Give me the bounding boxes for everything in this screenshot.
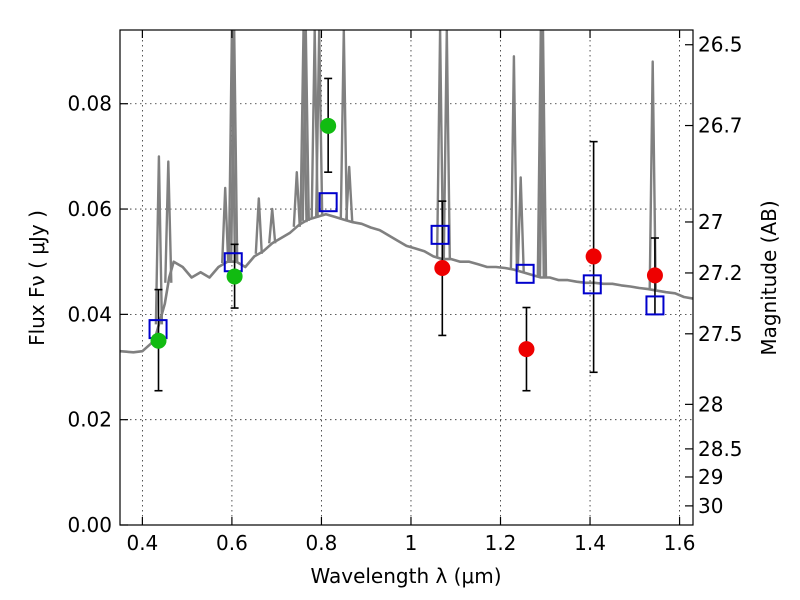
y2-tick-label: 28.5 bbox=[698, 437, 743, 461]
y-axis-label: Flux Fν ( μJy ) bbox=[25, 210, 49, 346]
emission-line-spike bbox=[536, 30, 545, 278]
emission-lines bbox=[154, 30, 657, 325]
observed-photometry-markers bbox=[150, 117, 663, 358]
emission-line-spike bbox=[268, 207, 277, 244]
x-tick-label: 1.6 bbox=[664, 531, 696, 555]
emission-line-spike bbox=[230, 30, 239, 262]
y2-tick-label: 26.5 bbox=[698, 33, 743, 57]
y2-tick-label: 29 bbox=[698, 465, 723, 489]
emission-line-spike bbox=[221, 186, 230, 264]
emission-line-spike bbox=[339, 30, 348, 220]
emission-line-spike bbox=[292, 171, 301, 227]
y-tick-label: 0.00 bbox=[67, 513, 112, 537]
y2-tick-label: 27.2 bbox=[698, 261, 743, 285]
emission-line-spike bbox=[509, 55, 519, 270]
y-axis-ticks: 0.00 0.02 0.04 0.06 0.08 bbox=[67, 92, 128, 537]
emission-line-spike bbox=[254, 197, 263, 254]
x-tick-label: 0.8 bbox=[306, 531, 338, 555]
y2-tick-label: 30 bbox=[698, 494, 723, 518]
x-tick-label: 1.4 bbox=[574, 531, 606, 555]
emission-line-spike bbox=[301, 30, 310, 221]
x-axis-label: Wavelength λ (μm) bbox=[310, 564, 501, 588]
emission-line-spike bbox=[538, 30, 548, 278]
observed-photometry-point bbox=[585, 248, 602, 265]
emission-line-spike bbox=[227, 30, 237, 262]
y-tick-label: 0.06 bbox=[67, 197, 112, 221]
plot-background bbox=[120, 30, 693, 525]
emission-line-spike bbox=[345, 165, 354, 222]
x-tick-label: 0.4 bbox=[126, 531, 158, 555]
emission-line-spike bbox=[154, 155, 164, 325]
emission-line-spike bbox=[516, 176, 525, 272]
y2-axis-ticks: 26.5 26.7 27 27.2 27.5 28 28.5 29 30 bbox=[685, 33, 743, 518]
x-axis-ticks: 0.4 0.6 0.8 1 1.2 1.4 1.6 bbox=[126, 30, 695, 555]
model-spectrum-line bbox=[120, 213, 693, 354]
y2-tick-label: 27 bbox=[698, 210, 723, 234]
x-tick-label: 0.6 bbox=[216, 531, 248, 555]
observed-photometry-point bbox=[646, 267, 663, 284]
y-tick-label: 0.08 bbox=[67, 92, 112, 116]
plot-frame bbox=[119, 29, 694, 526]
emission-line-spike bbox=[299, 30, 308, 223]
emission-line-spike bbox=[648, 60, 657, 290]
x-tick-label: 1.2 bbox=[485, 531, 517, 555]
x-tick-label: 1 bbox=[405, 531, 418, 555]
emission-line-spike bbox=[315, 30, 324, 217]
observed-photometry-point bbox=[320, 117, 337, 134]
y-tick-label: 0.02 bbox=[67, 408, 112, 432]
model-photometry-point bbox=[430, 224, 450, 245]
emission-line-spike bbox=[435, 30, 445, 259]
observed-photometry-point bbox=[150, 332, 167, 349]
observed-photometry-point bbox=[226, 268, 243, 285]
y-tick-label: 0.04 bbox=[67, 302, 112, 326]
y2-axis-label: Magnitude (AB) bbox=[757, 200, 781, 355]
y2-tick-label: 28 bbox=[698, 392, 723, 416]
emission-line-spike bbox=[442, 30, 451, 260]
emission-line-spike bbox=[164, 160, 173, 283]
observed-photometry-point bbox=[434, 260, 451, 277]
y2-tick-label: 26.7 bbox=[698, 114, 743, 138]
y2-tick-label: 27.5 bbox=[698, 322, 743, 346]
model-photometry-point bbox=[318, 192, 338, 213]
model-photometry-point bbox=[645, 295, 665, 316]
model-photometry-point bbox=[582, 274, 602, 295]
model-photometry-point bbox=[515, 263, 535, 284]
observed-photometry-point bbox=[518, 341, 535, 358]
